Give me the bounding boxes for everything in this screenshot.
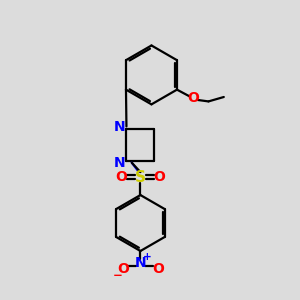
Text: N: N xyxy=(114,120,126,134)
Text: N: N xyxy=(114,156,126,170)
Text: O: O xyxy=(117,262,129,276)
Text: O: O xyxy=(154,170,166,184)
Text: O: O xyxy=(152,262,164,276)
Text: −: − xyxy=(112,268,122,282)
Text: N: N xyxy=(135,256,147,270)
Text: O: O xyxy=(116,170,127,184)
Text: +: + xyxy=(142,253,151,262)
Text: S: S xyxy=(135,170,146,185)
Text: O: O xyxy=(187,92,199,106)
